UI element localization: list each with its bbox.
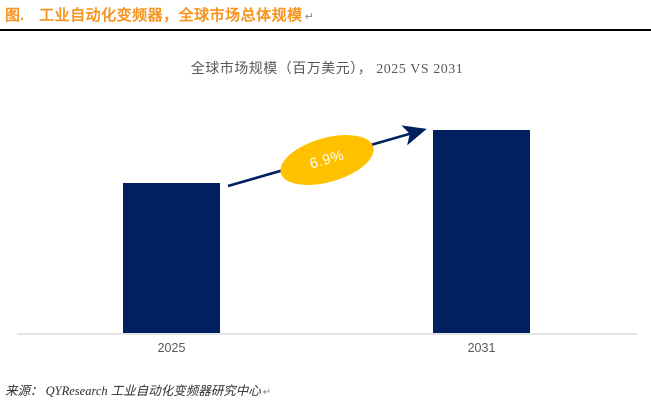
x-axis-label-2025: 2025 [157,341,186,355]
growth-rate-badge: 6.9% [274,125,380,195]
x-axis-line [17,333,637,335]
bar-2025 [123,183,220,333]
chart-title: 全球市场规模（百万美元）， 2025 VS 2031 [190,62,464,77]
source-text: 来源： QYResearch 工业自动化变频器研究中心 [5,384,261,398]
growth-rate-label: 6.9% [307,147,347,173]
source-line: 来源： QYResearch 工业自动化变频器研究中心 ↵ [5,380,271,400]
figure-title: 工业自动化变频器，全球市场总体规模 [39,7,303,24]
x-axis-label-2031: 2031 [467,341,496,355]
bar-2031 [433,130,530,333]
figure-header: 图. 工业自动化变频器，全球市场总体规模 ↵ [0,0,651,31]
paragraph-mark-icon: ↵ [262,387,272,398]
paragraph-mark-icon: ↵ [304,11,314,23]
figure-label: 图. [5,7,25,24]
